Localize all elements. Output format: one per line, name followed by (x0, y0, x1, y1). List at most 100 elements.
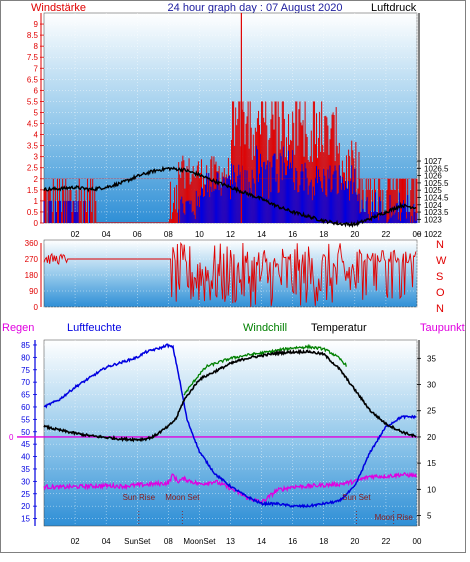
wind-tick-label: 8.5 (27, 31, 39, 40)
humidity-tick-label: 75 (21, 366, 30, 375)
wind-tick-label: 9 (34, 20, 39, 29)
humidity-legend: Luftfeuchte (67, 322, 121, 334)
humidity-tick-label: 70 (21, 378, 30, 387)
humidity-tick-label: 55 (21, 415, 30, 424)
humidity-tick-label: 60 (21, 403, 30, 412)
wind-tick-label: 6 (34, 86, 39, 95)
time-tick-label: 02 (71, 537, 80, 546)
humidity-tick-label: 25 (21, 490, 30, 499)
time-tick-label: 20 (350, 230, 359, 239)
wind-tick-label: 3 (34, 153, 39, 162)
humidity-tick-label: 50 (21, 428, 30, 437)
wind-tick-label: 2.5 (27, 164, 39, 173)
time-tick-label: MoonSet (183, 537, 216, 546)
temperature-legend: Temperatur (311, 322, 367, 334)
time-tick-label: 14 (257, 537, 266, 546)
pressure-tick-label: 1024.5 (424, 193, 449, 202)
pressure-axis-title: Luftdruck (371, 2, 417, 14)
humidity-series (43, 343, 417, 509)
humidity-tick-label: 65 (21, 391, 30, 400)
time-tick-label: 20 (350, 537, 359, 546)
time-tick-label: 18 (319, 230, 328, 239)
time-tick-label: 02 (71, 230, 80, 239)
pressure-tick-label: 1025.5 (424, 179, 449, 188)
compass-label: O (436, 287, 445, 299)
time-tick-label: 08 (164, 230, 173, 239)
temperature-tick-label: 15 (427, 459, 436, 468)
direction-tick-label: 90 (29, 287, 38, 296)
temperature-tick-label: 20 (427, 433, 436, 442)
compass-label: N (436, 303, 444, 315)
direction-tick-label: 180 (25, 271, 39, 280)
pressure-tick-label: 1027 (424, 157, 442, 166)
humidity-tick-label: 40 (21, 453, 30, 462)
time-tick-label: 08 (164, 537, 173, 546)
temperature-tick-label: 30 (427, 381, 436, 390)
wind-tick-label: 3.5 (27, 142, 39, 151)
rain-zero-label: 0 (9, 433, 14, 442)
time-tick-label: 00 (413, 537, 422, 546)
pressure-tick-label: 1023 (424, 215, 442, 224)
direction-tick-label: 0 (34, 303, 39, 312)
time-tick-label: 22 (381, 230, 390, 239)
wind-tick-label: 1.5 (27, 186, 39, 195)
time-tick-label: 14 (257, 230, 266, 239)
time-tick-label: 16 (288, 230, 297, 239)
rain-legend: Regen (2, 322, 34, 334)
humidity-tick-label: 85 (21, 341, 30, 350)
wind-axis-title: Windstärke (31, 2, 86, 14)
pressure-tick-label: 1026 (424, 172, 442, 181)
wind-tick-label: 2 (34, 175, 39, 184)
astro-label: Moon Rise (375, 513, 414, 522)
windchill-legend: Windchill (243, 322, 287, 334)
pressure-tick-label: 1025 (424, 186, 442, 195)
time-tick-label: 04 (102, 537, 111, 546)
dewpoint-series (43, 471, 417, 506)
pressure-tick-label: 1023.5 (424, 208, 449, 217)
pressure-series (43, 165, 417, 229)
wind-tick-label: 1 (34, 197, 39, 206)
windchill-series (183, 343, 347, 396)
time-tick-label: 00 (413, 230, 422, 239)
temperature-tick-label: 10 (427, 485, 436, 494)
wind-tick-label: 4 (34, 131, 39, 140)
time-tick-label: SunSet (124, 537, 151, 546)
humidity-tick-label: 20 (21, 502, 30, 511)
wind-tick-label: 6.5 (27, 75, 39, 84)
humidity-tick-label: 45 (21, 440, 30, 449)
direction-tick-label: 270 (25, 255, 39, 264)
time-tick-label: 12 (226, 230, 235, 239)
wind-tick-label: 4.5 (27, 120, 39, 129)
astro-label: Sun Rise (123, 493, 156, 502)
compass-label: W (436, 255, 447, 267)
humidity-tick-label: 15 (21, 515, 30, 524)
wind-tick-label: 7.5 (27, 53, 39, 62)
humidity-temperature-marks: 15 20 25 30 35 40 45 50 55 60 65 70 75 80 85 0 5 10 15 20 25… (9, 340, 436, 546)
wind-tick-label: 5 (34, 108, 39, 117)
temperature-tick-label: 25 (427, 407, 436, 416)
wind-pressure-marks: 00.511.522.533.544.555.566.577.588.59102… (27, 13, 449, 239)
time-tick-label: 18 (319, 537, 328, 546)
temperature-tick-label: 5 (427, 512, 432, 521)
time-tick-label: 06 (133, 230, 142, 239)
dewpoint-legend: Taupunkt (420, 322, 465, 334)
astro-label: Moon Set (165, 493, 200, 502)
humidity-tick-label: 35 (21, 465, 30, 474)
wind-tick-label: 5.5 (27, 97, 39, 106)
temperature-tick-label: 35 (427, 354, 436, 363)
pressure-tick-label: 1022 (424, 230, 442, 239)
wind-tick-label: 0 (34, 219, 39, 228)
time-tick-label: 16 (288, 537, 297, 546)
graph-title: 24 hour graph day : 07 August 2020 (168, 2, 343, 14)
compass-label: N (436, 239, 444, 251)
time-tick-label: 10 (195, 230, 204, 239)
time-tick-label: 13 (226, 537, 235, 546)
wind-tick-label: 0.5 (27, 208, 39, 217)
humidity-tick-label: 80 (21, 353, 30, 362)
direction-tick-label: 360 (25, 239, 39, 248)
compass-label: S (436, 271, 443, 283)
time-tick-label: 04 (102, 230, 111, 239)
wind-tick-label: 7 (34, 64, 39, 73)
pressure-tick-label: 1026.5 (424, 164, 449, 173)
